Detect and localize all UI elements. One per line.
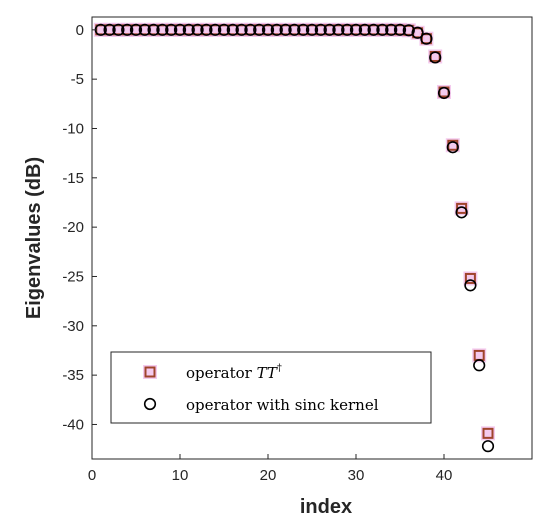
circle-marker (235, 23, 248, 36)
legend-label-dagger: † (277, 363, 282, 374)
y-axis-label: Eigenvalues (dB) (23, 157, 45, 319)
y-axis: 0 -5 -10 -15 -20 -25 -30 -35 -40 (62, 22, 97, 433)
circle-marker (437, 86, 451, 100)
x-tick-label: 0 (88, 467, 96, 484)
circle-marker (279, 23, 292, 36)
square-marker (464, 272, 476, 284)
circle-marker (481, 440, 495, 453)
legend-box (110, 351, 432, 424)
circle-marker (112, 23, 125, 36)
circle-marker (367, 23, 380, 36)
legend-marker-square (143, 365, 157, 379)
circle-marker (226, 23, 239, 36)
circle-marker (191, 23, 204, 36)
legend-marker-circle (143, 397, 157, 411)
square-marker (144, 366, 156, 378)
x-tick-label: 20 (260, 467, 277, 484)
circle-marker (209, 23, 222, 36)
circle-marker (182, 23, 195, 36)
circle-marker (143, 397, 157, 411)
circle-marker (253, 23, 266, 36)
x-axis: 0 10 20 30 40 (88, 454, 453, 484)
x-axis-label: index (300, 496, 352, 518)
legend: operator TT† operator with sinc kernel (110, 351, 432, 424)
y-tick-label: 0 (76, 22, 84, 39)
circle-marker (358, 23, 371, 36)
circle-marker (473, 359, 486, 372)
circle-marker (297, 23, 310, 36)
y-tick-label: -35 (62, 367, 84, 384)
circle-marker (129, 23, 143, 36)
circle-marker (305, 23, 319, 36)
y-tick-label: -20 (62, 219, 84, 236)
circle-marker (165, 23, 178, 36)
circle-marker (420, 32, 433, 45)
circle-marker (332, 23, 345, 36)
legend-label-sinc-kernel: operator with sinc kernel (186, 396, 379, 414)
circle-marker (261, 23, 275, 36)
x-tick-label: 40 (436, 467, 453, 484)
circle-marker (121, 23, 134, 36)
circle-marker (376, 23, 389, 36)
circle-marker (244, 23, 257, 36)
circle-marker (323, 23, 336, 36)
y-tick-label: -15 (62, 170, 84, 187)
x-tick-label: 30 (348, 467, 365, 484)
circle-marker (173, 23, 187, 36)
legend-label-operator-tt: operator TT† (186, 363, 282, 382)
circle-marker (138, 23, 151, 36)
y-tick-label: -5 (71, 71, 84, 88)
x-tick-label: 10 (172, 467, 189, 484)
circle-marker (411, 26, 424, 39)
y-tick-label: -10 (62, 120, 84, 137)
circle-marker (200, 23, 213, 36)
y-tick-label: -30 (62, 318, 84, 335)
legend-label-math: TT (257, 364, 278, 382)
circle-marker (393, 23, 407, 36)
circle-marker (217, 23, 231, 36)
circle-marker (314, 23, 327, 36)
data-marks (93, 22, 495, 453)
series-sinc-kernel (94, 23, 495, 453)
circle-marker (156, 23, 169, 36)
square-marker (482, 427, 494, 439)
circle-marker (341, 23, 354, 36)
circle-marker (402, 24, 415, 37)
y-tick-label: -25 (62, 268, 84, 285)
circle-marker (446, 141, 459, 154)
circle-marker (288, 23, 301, 36)
circle-marker (147, 23, 160, 36)
y-tick-label: -40 (62, 416, 84, 433)
circle-marker (455, 206, 468, 219)
plot-frame (91, 16, 533, 460)
circle-marker (429, 51, 442, 64)
circle-marker (349, 23, 363, 36)
square-marker (420, 33, 432, 45)
circle-marker (385, 23, 398, 36)
circle-marker (464, 279, 477, 292)
circle-marker (270, 23, 283, 36)
circle-marker (103, 23, 116, 36)
legend-label-prefix: operator (186, 364, 257, 382)
